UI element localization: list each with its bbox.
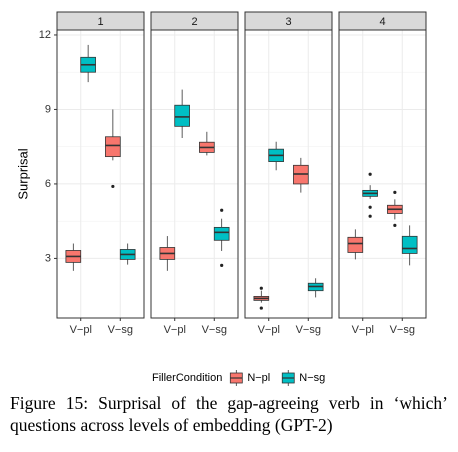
y-tick-label: 3 xyxy=(45,252,51,264)
panel-background xyxy=(245,30,332,318)
legend-label: N−sg xyxy=(299,372,325,384)
outlier xyxy=(220,208,224,212)
box xyxy=(401,235,418,254)
x-tick-label: V−pl xyxy=(70,324,92,336)
x-tick-label: V−pl xyxy=(164,324,186,336)
x-tick-label: V−pl xyxy=(352,324,374,336)
outlier xyxy=(111,184,115,189)
x-tick-label: V−sg xyxy=(202,324,227,336)
x-tick-label: V−pl xyxy=(258,324,280,336)
panel-background xyxy=(57,30,144,318)
strip-label: 4 xyxy=(379,16,385,28)
y-tick-label: 12 xyxy=(39,29,51,41)
caption: Figure 15: Surprisal of the gap-agreeing… xyxy=(10,393,448,435)
panel-border xyxy=(150,29,239,319)
panel-background xyxy=(339,30,426,318)
box xyxy=(105,136,121,158)
panel-border xyxy=(56,29,145,319)
outlier xyxy=(220,263,224,267)
box xyxy=(213,226,230,241)
strip-label: 3 xyxy=(285,16,291,28)
chart: Surprisal 1 V−pl V−sg 2 V−pl V−sg 3 V−pl V−sg 4 V−… xyxy=(15,11,427,386)
x-tick-label: V−sg xyxy=(296,324,321,336)
y-tick-label: 9 xyxy=(45,103,51,115)
box xyxy=(347,236,364,253)
outlier xyxy=(393,190,397,194)
legend-title: FillerCondition xyxy=(152,372,222,384)
legend-label: N−pl xyxy=(247,372,270,384)
panel-border xyxy=(338,29,427,319)
panel-border xyxy=(244,29,333,319)
outlier xyxy=(368,214,372,218)
strip-label: 1 xyxy=(97,16,103,28)
outlier xyxy=(368,205,372,209)
panel-background xyxy=(151,30,238,318)
outlier xyxy=(259,286,263,290)
y-tick-label: 6 xyxy=(45,178,51,190)
outlier xyxy=(393,223,397,227)
y-axis-label: Surprisal xyxy=(15,148,30,199)
strip-label: 2 xyxy=(191,16,197,28)
x-tick-label: V−sg xyxy=(390,324,415,336)
box xyxy=(174,104,190,127)
outlier xyxy=(368,172,372,176)
x-tick-label: V−sg xyxy=(108,324,133,336)
outlier xyxy=(259,306,263,310)
